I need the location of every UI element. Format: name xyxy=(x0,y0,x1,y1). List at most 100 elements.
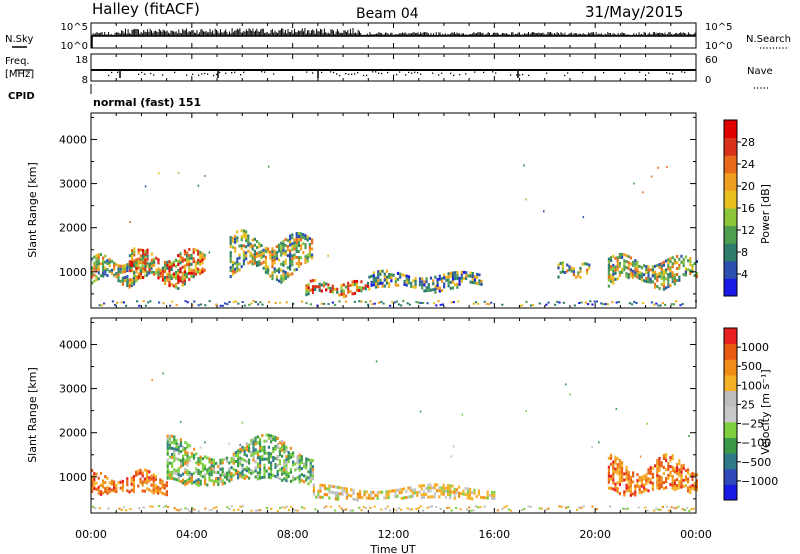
heatmap-cell xyxy=(152,271,155,274)
heatmap-cell xyxy=(560,505,563,508)
heatmap-cell xyxy=(113,480,116,484)
heatmap-cell xyxy=(161,479,164,483)
heatmap-cell xyxy=(337,491,340,495)
heatmap-cell xyxy=(612,469,615,473)
heatmap-cell xyxy=(326,493,329,497)
heatmap-cell xyxy=(175,472,178,476)
heatmap-cell xyxy=(340,293,343,296)
heatmap-cell xyxy=(406,302,409,305)
heatmap-cell xyxy=(649,466,652,470)
heatmap-cell xyxy=(407,278,411,282)
heatmap-cell xyxy=(164,279,167,282)
heatmap-cell xyxy=(256,264,259,267)
heatmap-cell xyxy=(143,468,146,472)
heatmap-cell xyxy=(259,509,262,512)
nsearch-bottom-label: 10^0 xyxy=(705,41,732,52)
heatmap-cell xyxy=(113,489,116,493)
heatmap-cell xyxy=(660,261,663,265)
heatmap-cell xyxy=(194,272,197,276)
heatmap-cell xyxy=(403,487,406,491)
heatmap-cell xyxy=(166,458,169,462)
heatmap-cell xyxy=(651,466,654,470)
heatmap-cell xyxy=(579,269,582,273)
heatmap-cell xyxy=(157,261,160,265)
heatmap-cell xyxy=(407,281,411,285)
colorbar-swatch xyxy=(724,137,737,156)
heatmap-cell xyxy=(243,474,246,477)
nave-dot xyxy=(420,73,422,75)
heatmap-cell xyxy=(169,304,172,307)
nave-dot xyxy=(372,71,374,73)
heatmap-cell xyxy=(270,476,273,480)
heatmap-cell xyxy=(412,279,415,283)
heatmap-cell xyxy=(396,277,400,281)
heatmap-cell xyxy=(460,276,463,280)
heatmap-cell xyxy=(695,272,698,275)
heatmap-cell xyxy=(667,273,670,277)
heatmap-cell xyxy=(166,437,169,441)
heatmap-cell xyxy=(408,508,411,511)
heatmap-cell xyxy=(248,449,251,453)
heatmap-cell xyxy=(181,280,184,284)
heatmap-cell xyxy=(684,267,687,271)
heatmap-cell xyxy=(425,280,428,284)
heatmap-cell xyxy=(680,473,683,477)
heatmap-cell xyxy=(139,275,142,279)
heatmap-cell xyxy=(177,171,180,174)
heatmap-cell xyxy=(168,437,171,441)
heatmap-cell xyxy=(171,455,174,459)
heatmap-cell xyxy=(138,507,141,510)
heatmap-cell xyxy=(677,505,680,508)
heatmap-cell xyxy=(645,476,648,480)
heatmap-cell xyxy=(154,478,157,482)
heatmap-cell xyxy=(119,486,122,490)
heatmap-cell xyxy=(347,290,350,294)
heatmap-cell xyxy=(201,258,204,262)
heatmap-cell xyxy=(229,245,232,249)
heatmap-cell xyxy=(689,257,692,261)
heatmap-cell xyxy=(398,488,401,492)
heatmap-cell xyxy=(309,461,312,465)
heatmap-cell xyxy=(267,271,270,275)
heatmap-cell xyxy=(289,243,292,247)
heatmap-cell xyxy=(680,476,683,480)
heatmap-cell xyxy=(658,487,661,490)
heatmap-cell xyxy=(689,263,692,267)
heatmap-cell xyxy=(582,505,585,508)
heatmap-cell xyxy=(215,303,218,306)
heatmap-cell xyxy=(453,490,456,494)
heatmap-cell xyxy=(557,275,560,279)
heatmap-cell xyxy=(478,273,481,277)
heatmap-cell xyxy=(305,457,308,461)
heatmap-cell xyxy=(254,466,257,470)
heatmap-cell xyxy=(557,266,560,270)
heatmap-cell xyxy=(469,280,472,284)
heatmap-cell xyxy=(323,302,326,305)
heatmap-cell xyxy=(168,263,171,267)
heatmap-cell xyxy=(296,467,299,471)
heatmap-cell xyxy=(297,250,300,253)
heatmap-cell xyxy=(621,270,624,274)
colorbar-tick-label: 24 xyxy=(741,158,755,171)
heatmap-cell xyxy=(521,509,524,511)
heatmap-cell xyxy=(651,475,654,479)
heatmap-cell xyxy=(197,252,200,256)
heatmap-cell xyxy=(355,279,359,283)
heatmap-cell xyxy=(210,473,213,477)
heatmap-cell xyxy=(496,509,499,512)
heatmap-cell xyxy=(671,256,674,260)
heatmap-cell xyxy=(275,245,278,249)
heatmap-cell xyxy=(669,483,672,487)
heatmap-cell xyxy=(589,300,592,303)
heatmap-cell xyxy=(286,248,289,252)
heatmap-cell xyxy=(328,490,331,494)
heatmap-cell xyxy=(678,459,681,463)
heatmap-cell xyxy=(490,301,493,304)
heatmap-cell xyxy=(505,505,508,508)
heatmap-cell xyxy=(188,259,191,263)
heatmap-cell xyxy=(199,272,202,275)
heatmap-cell xyxy=(312,483,315,487)
heatmap-cell xyxy=(634,274,637,278)
heatmap-cell xyxy=(465,277,468,281)
heatmap-cell xyxy=(433,302,436,305)
